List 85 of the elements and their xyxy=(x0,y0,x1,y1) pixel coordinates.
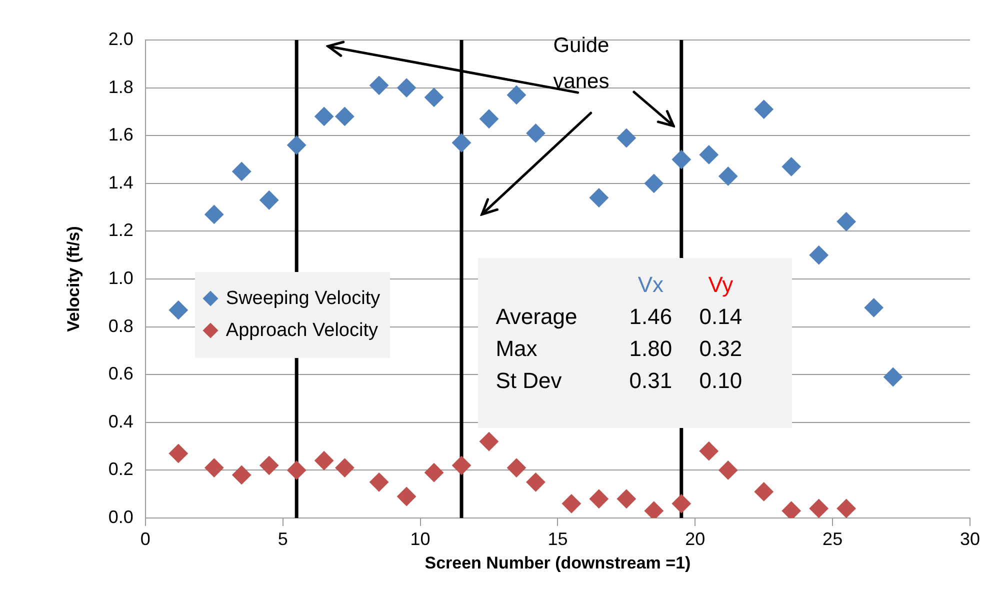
point xyxy=(562,494,581,514)
annotation: Vy xyxy=(707,272,734,298)
point xyxy=(589,188,608,208)
point xyxy=(699,145,718,164)
point xyxy=(644,174,664,193)
point xyxy=(644,501,664,518)
point xyxy=(672,150,691,169)
x-tick-label: 25 xyxy=(822,528,843,549)
point xyxy=(335,106,354,126)
y-tick-label: 1.4 xyxy=(108,172,134,192)
y-tick-label: 1.0 xyxy=(108,268,134,288)
point xyxy=(397,78,416,98)
point xyxy=(424,88,444,107)
point xyxy=(204,204,224,224)
y-tick-label: 1.6 xyxy=(108,124,134,145)
annotation: 1.80 xyxy=(628,336,674,362)
point xyxy=(452,456,472,475)
point xyxy=(884,367,903,386)
point xyxy=(672,494,691,514)
point xyxy=(335,458,354,478)
annotation: 0.14 xyxy=(698,304,744,330)
point xyxy=(718,460,738,480)
annotation: St Dev xyxy=(496,368,563,394)
annotation: Guide vanes xyxy=(552,33,610,95)
y-tick-label: 1.2 xyxy=(108,220,134,240)
point xyxy=(809,246,828,265)
point xyxy=(699,442,718,461)
x-tick-label: 30 xyxy=(960,528,980,549)
point xyxy=(836,212,856,232)
y-tick-label: 0.4 xyxy=(108,411,134,432)
point xyxy=(754,482,774,502)
point xyxy=(836,498,856,518)
point xyxy=(370,472,389,492)
point xyxy=(287,136,306,155)
point xyxy=(232,162,252,181)
point xyxy=(168,444,188,463)
point xyxy=(526,472,546,492)
point xyxy=(809,498,828,518)
point xyxy=(506,458,526,478)
annotation: Vx xyxy=(636,272,665,298)
y-tick-label: 1.8 xyxy=(108,76,134,97)
annotation: Max xyxy=(496,336,538,362)
x-tick-label: 10 xyxy=(410,528,430,549)
y-tick-label: 2.0 xyxy=(108,28,134,49)
point xyxy=(314,106,334,126)
point xyxy=(424,463,444,482)
point xyxy=(452,133,472,152)
point xyxy=(287,460,306,480)
point xyxy=(864,298,884,318)
point xyxy=(370,76,389,95)
point xyxy=(616,128,636,148)
point xyxy=(479,109,498,128)
annotation: Average xyxy=(496,304,578,330)
x-tick-label: 5 xyxy=(278,528,288,549)
y-tick-label: 0.6 xyxy=(108,364,134,384)
legend-label: Approach Velocity xyxy=(226,320,378,342)
annotation: 1.46 xyxy=(628,304,674,330)
annotation: 0.32 xyxy=(698,336,744,362)
y-tick-label: 0.0 xyxy=(108,506,134,527)
point xyxy=(718,166,738,186)
point xyxy=(782,501,801,518)
x-tick-label: 20 xyxy=(685,528,706,549)
point xyxy=(168,300,188,320)
point xyxy=(589,489,608,508)
annotation: 0.31 xyxy=(628,368,674,394)
point xyxy=(204,458,224,478)
point xyxy=(314,451,334,470)
y-axis-title: Velocity (ft/s) xyxy=(64,226,83,332)
x-tick-label: 15 xyxy=(548,528,568,549)
point xyxy=(782,157,801,176)
point xyxy=(506,85,526,104)
point xyxy=(260,190,279,210)
y-tick-label: 0.2 xyxy=(108,459,134,480)
point xyxy=(479,432,498,452)
point xyxy=(397,486,416,506)
legend-label: Sweeping Velocity xyxy=(226,288,380,310)
x-axis-title: Screen Number (downstream =1) xyxy=(424,553,691,572)
point xyxy=(526,124,546,143)
y-tick-label: 0.8 xyxy=(108,316,134,336)
x-tick-label: 0 xyxy=(140,528,150,549)
point xyxy=(232,465,252,484)
annotation: 0.10 xyxy=(698,368,744,394)
point xyxy=(754,100,774,119)
point xyxy=(260,456,279,475)
point xyxy=(616,489,636,508)
